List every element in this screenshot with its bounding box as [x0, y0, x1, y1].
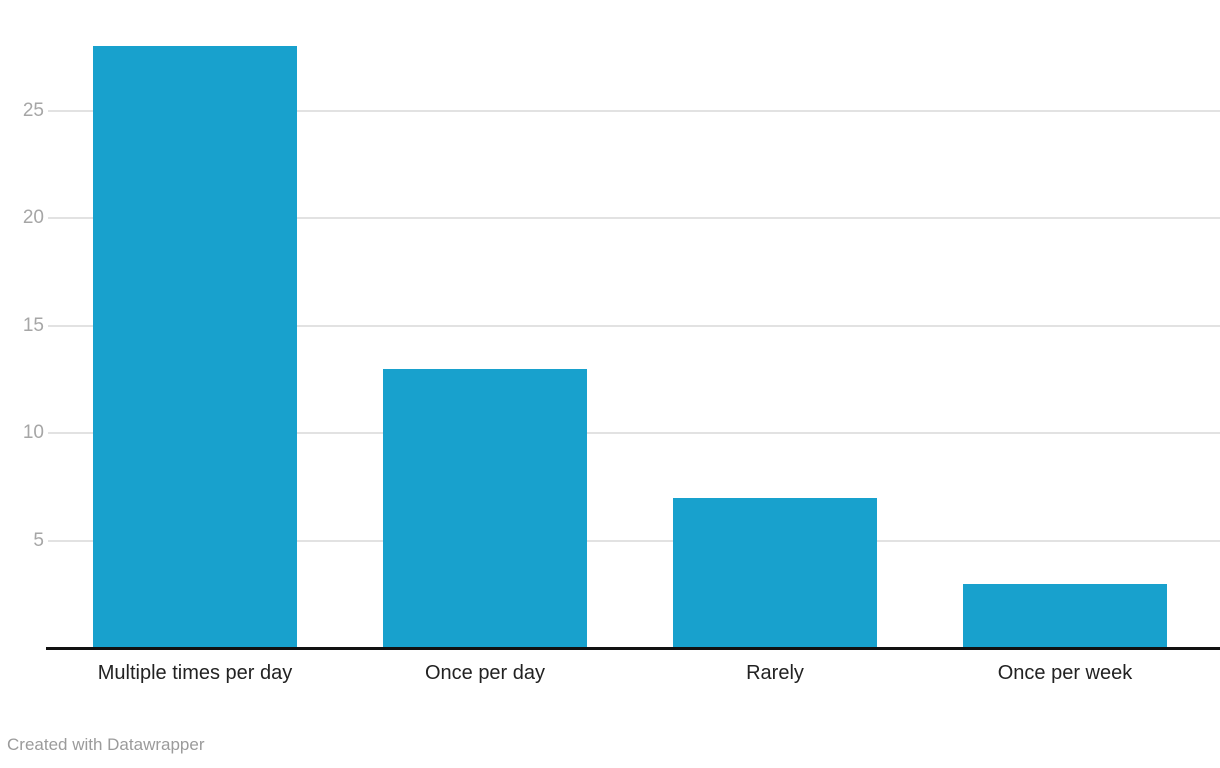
y-axis-tick-label: 25: [22, 99, 44, 121]
y-axis-tick-label: 5: [33, 529, 44, 551]
x-axis-category-label: Once per week: [997, 662, 1133, 684]
x-axis-category-label: Rarely: [746, 662, 804, 684]
y-axis-tick-label: 20: [22, 207, 44, 228]
y-axis-tick-label: 10: [22, 422, 44, 443]
y-axis-tick-label: 15: [22, 314, 44, 336]
x-axis-line: [46, 647, 1220, 650]
datawrapper-credit-link[interactable]: Created with Datawrapper: [7, 735, 205, 754]
x-axis-category-label: Once per day: [424, 662, 546, 684]
y-gridline: [48, 324, 1220, 327]
bar: [673, 497, 877, 648]
y-gridline: [48, 432, 1220, 434]
bar: [383, 368, 587, 648]
bar: [963, 583, 1167, 648]
y-gridline: [48, 539, 1220, 542]
y-gridline: [48, 217, 1220, 219]
y-gridline: [48, 109, 1220, 112]
x-axis-category-label: Multiple times per day: [97, 662, 293, 684]
bar: [93, 46, 297, 648]
